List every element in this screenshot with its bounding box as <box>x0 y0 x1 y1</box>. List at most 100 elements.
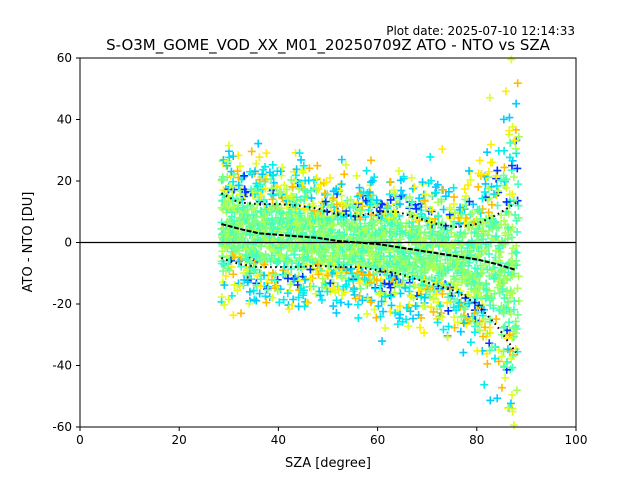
scatter-point <box>282 257 291 266</box>
scatter-point <box>257 242 266 251</box>
scatter-point <box>307 239 316 248</box>
scatter-point <box>386 283 395 292</box>
scatter-point <box>404 322 413 331</box>
scatter-point <box>312 174 321 183</box>
scatter-point <box>502 207 511 216</box>
scatter-point <box>503 345 512 354</box>
scatter-point <box>486 301 495 310</box>
scatter-point <box>239 173 248 182</box>
scatter-point <box>292 193 301 202</box>
scatter-point <box>218 205 227 214</box>
scatter-point <box>382 270 391 279</box>
scatter-point <box>416 323 425 332</box>
scatter-point <box>261 206 270 215</box>
scatter-point <box>385 190 394 199</box>
scatter-point <box>409 314 418 323</box>
scatter-point <box>478 194 487 203</box>
scatter-point <box>512 256 521 265</box>
scatter-point <box>512 386 521 395</box>
scatter-point <box>326 279 335 288</box>
scatter-point <box>234 151 243 160</box>
scatter-point <box>456 327 465 336</box>
scatter-point <box>499 363 508 372</box>
scatter-point <box>513 79 522 88</box>
scatter-point <box>247 185 256 194</box>
scatter-point <box>266 257 275 266</box>
scatter-point <box>503 404 512 413</box>
scatter-point <box>220 300 229 309</box>
scatter-point <box>493 166 502 175</box>
scatter-point <box>472 215 481 224</box>
scatter-point <box>263 285 272 294</box>
scatter-point <box>219 186 228 195</box>
chart-title: S-O3M_GOME_VOD_XX_M01_20250709Z ATO - NT… <box>106 36 551 55</box>
scatter-point <box>314 270 323 279</box>
scatter-point <box>256 180 265 189</box>
scatter-point <box>444 306 453 315</box>
scatter-point <box>367 156 376 165</box>
scatter-point <box>230 217 239 226</box>
scatter-point <box>235 281 244 290</box>
scatter-point <box>368 176 377 185</box>
y-tick-label: 60 <box>57 51 72 65</box>
scatter-point <box>509 421 518 430</box>
scatter-point <box>492 232 501 241</box>
scatter-point <box>501 373 510 382</box>
scatter-point <box>480 323 489 332</box>
scatter-point <box>454 301 463 310</box>
scatter-point <box>361 212 370 221</box>
scatter-point <box>409 281 418 290</box>
scatter-point <box>386 195 395 204</box>
scatter-point <box>381 292 390 301</box>
scatter-point <box>464 181 473 190</box>
scatter-point <box>364 205 373 214</box>
x-tick-label: 60 <box>370 433 385 447</box>
scatter-point <box>241 229 250 238</box>
scatter-point <box>512 241 521 250</box>
scatter-point <box>329 302 338 311</box>
scatter-point <box>290 250 299 259</box>
scatter-point <box>359 188 368 197</box>
scatter-point <box>350 290 359 299</box>
scatter-point <box>295 149 304 158</box>
scatter-point <box>486 140 495 149</box>
scatter-point <box>497 383 506 392</box>
scatter-point <box>272 259 281 268</box>
y-tick-label: 40 <box>57 113 72 127</box>
scatter-point <box>485 194 494 203</box>
scatter-point <box>427 176 436 185</box>
scatter-point <box>288 182 297 191</box>
scatter-point <box>509 196 518 205</box>
scatter-point <box>449 183 458 192</box>
scatter-point <box>479 332 488 341</box>
scatter-point <box>332 200 341 209</box>
scatter-point <box>363 309 372 318</box>
scatter-point <box>496 247 505 256</box>
scatter-point <box>480 380 489 389</box>
scatter-point <box>454 288 463 297</box>
scatter-point <box>250 216 259 225</box>
scatter-point <box>224 141 233 150</box>
scatter-point <box>337 198 346 207</box>
axis-ticks: 0 20 40 60 80 100 -60 -40 -20 0 20 40 60 <box>52 51 587 447</box>
scatter-point <box>242 271 251 280</box>
scatter-point <box>452 264 461 273</box>
scatter-point <box>511 144 520 153</box>
scatter-point <box>510 136 519 145</box>
scatter-point <box>375 290 384 299</box>
scatter-point <box>292 165 301 174</box>
scatter-point <box>492 181 501 190</box>
scatter-point <box>344 300 353 309</box>
scatter-point <box>459 348 468 357</box>
scatter-point <box>297 155 306 164</box>
scatter-point <box>409 271 418 280</box>
scatter-point <box>337 155 346 164</box>
scatter-point <box>221 272 230 281</box>
scatter-point <box>508 390 517 399</box>
scatter-point <box>479 263 488 272</box>
scatter-point <box>497 211 506 220</box>
scatter-point <box>500 163 509 172</box>
scatter-point <box>370 305 379 314</box>
scatter-point <box>261 250 270 259</box>
scatter-point <box>269 246 278 255</box>
